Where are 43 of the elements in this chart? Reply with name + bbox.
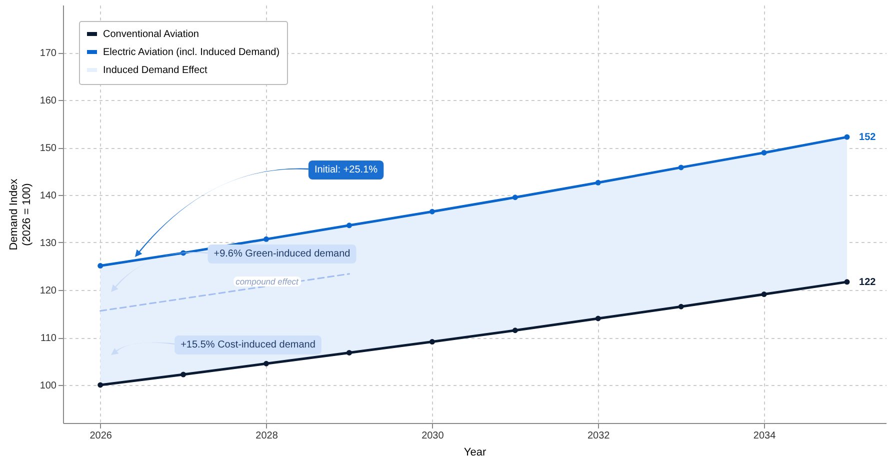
y-tick-label: 120 <box>40 286 57 296</box>
x-tick-label: 2028 <box>256 430 278 442</box>
point <box>761 150 767 156</box>
y-tick-label: 110 <box>40 333 57 344</box>
point <box>512 194 518 200</box>
data-label: 152 <box>859 132 876 144</box>
x-tick-label: 2026 <box>90 430 112 442</box>
point <box>678 164 684 170</box>
point <box>98 263 104 269</box>
legend-label: Induced Demand Effect <box>103 65 208 76</box>
y-tick-label: 170 <box>40 48 57 59</box>
annotation: +15.5% Cost-induced demand <box>180 340 316 350</box>
y-tick-label: 150 <box>40 143 57 154</box>
point <box>264 236 269 242</box>
y-tick-label: 100 <box>40 380 57 392</box>
point <box>98 382 104 388</box>
point <box>678 304 684 310</box>
point <box>595 180 601 186</box>
point <box>595 316 601 322</box>
x-axis-title: Year <box>464 446 486 458</box>
point <box>346 350 352 356</box>
point <box>844 134 850 140</box>
point <box>429 208 435 214</box>
x-tick-label: 2032 <box>587 430 610 442</box>
y-tick-label: 160 <box>40 96 57 106</box>
point <box>429 339 435 345</box>
x-tick-label: 2034 <box>753 430 776 442</box>
y-axis-title: Demand Index (2026 = 100) <box>8 178 33 250</box>
y-tick-label: 130 <box>40 238 57 249</box>
y-tick-label: 140 <box>40 190 57 202</box>
data-label: 122 <box>859 276 876 288</box>
point <box>512 328 518 334</box>
legend-label: Conventional Aviation <box>103 29 199 40</box>
point <box>180 372 186 378</box>
annotation: Initial: +25.1% <box>314 164 378 176</box>
point <box>346 222 352 228</box>
x-tick-label: 2030 <box>422 430 444 442</box>
point <box>264 360 269 366</box>
point <box>180 250 186 256</box>
annotation: +9.6% Green-induced demand <box>214 248 350 260</box>
point <box>844 279 850 285</box>
point <box>761 292 767 298</box>
legend-label: Electric Aviation (incl. Induced Demand) <box>103 47 280 58</box>
